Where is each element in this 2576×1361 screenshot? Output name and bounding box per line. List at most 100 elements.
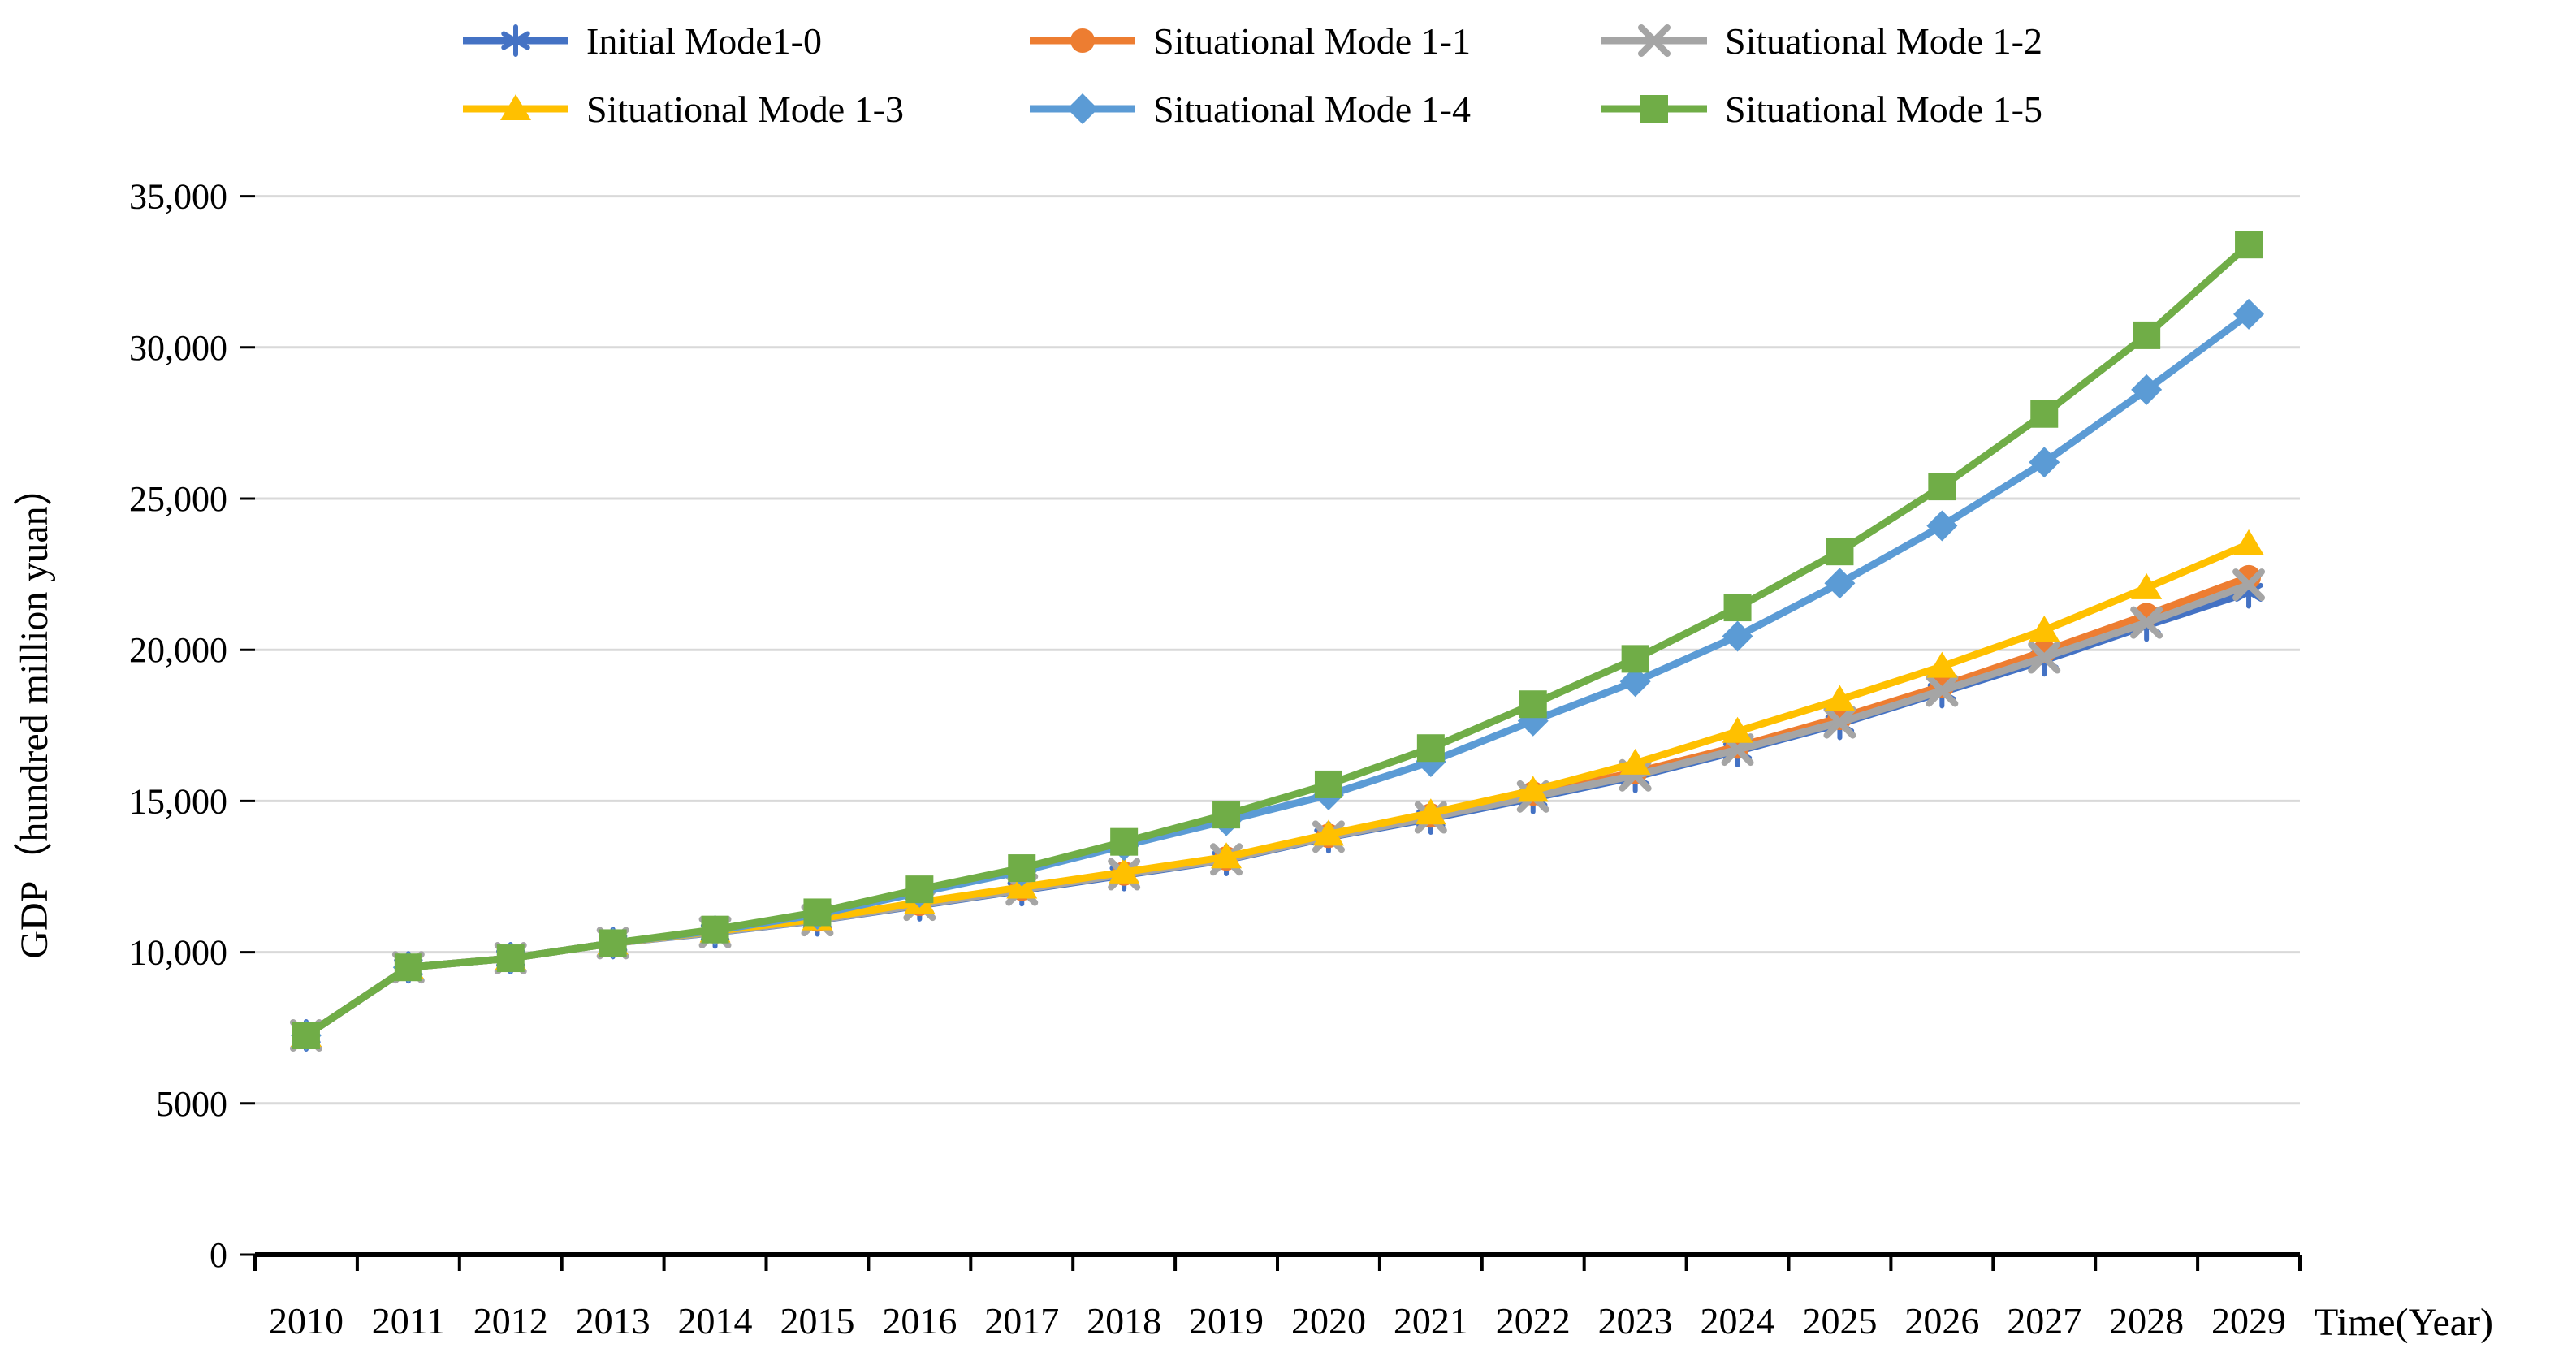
marker-triangle-2026 xyxy=(1926,651,1958,678)
marker-square-2022 xyxy=(1519,690,1547,719)
x-tick-label-2016: 2016 xyxy=(882,1300,957,1342)
marker-triangle-2024 xyxy=(1722,716,1753,743)
marker-triangle-2029 xyxy=(2233,529,2265,555)
series-layer xyxy=(289,231,2266,1052)
y-tick-label-15000: 15,000 xyxy=(129,781,227,821)
legend: Initial Mode1-0 Situational Mode 1-1 Situa… xyxy=(463,20,2042,130)
tick-labels: 0 5000 10,000 15,000 20,000 25,000 30,000 35,00… xyxy=(129,177,2286,1342)
series-situational-mode-1-3 xyxy=(290,529,2265,1048)
marker-square-2028 xyxy=(2133,321,2161,349)
series-line-situational-mode-1-5 xyxy=(302,240,2253,1039)
x-tick-label-2019: 2019 xyxy=(1189,1300,1264,1342)
x-tick-label-2023: 2023 xyxy=(1598,1300,1673,1342)
series-situational-mode-1-5 xyxy=(292,231,2263,1050)
legend-item-situational-mode-1-1: Situational Mode 1-1 xyxy=(1030,20,1471,62)
marker-triangle-2028 xyxy=(2131,572,2163,599)
marker-x-2029 xyxy=(2232,568,2266,602)
x-tick-label-2024: 2024 xyxy=(1701,1300,1775,1342)
marker-triangle-2027 xyxy=(2029,615,2060,642)
legend-label-situational-mode-1-3: Situational Mode 1-3 xyxy=(586,89,904,130)
x-axis-title: Time(Year) xyxy=(2315,1301,2493,1344)
legend-marker-diamond xyxy=(1067,93,1098,124)
marker-triangle-2021 xyxy=(1415,798,1446,825)
y-tick-label-30000: 30,000 xyxy=(129,328,227,368)
marker-square-2021 xyxy=(1416,734,1445,763)
marker-triangle-2025 xyxy=(1824,685,1856,711)
x-tick-label-2021: 2021 xyxy=(1394,1300,1468,1342)
marker-diamond-2027 xyxy=(2029,447,2060,478)
y-tick-label-20000: 20,000 xyxy=(129,630,227,670)
marker-diamond-2026 xyxy=(1926,510,1958,542)
x-tick-label-2027: 2027 xyxy=(2007,1300,2081,1342)
legend-marker-asterisk xyxy=(501,24,530,57)
x-tick-label-2013: 2013 xyxy=(576,1300,650,1342)
legend-item-situational-mode-1-4: Situational Mode 1-4 xyxy=(1030,89,1471,130)
marker-square-2015 xyxy=(803,898,832,927)
y-tick-label-10000: 10,000 xyxy=(129,933,227,973)
legend-item-situational-mode-1-5: Situational Mode 1-5 xyxy=(1601,89,2042,130)
y-axis-title: GDP（hundred million yuan） xyxy=(13,467,56,958)
marker-diamond-2028 xyxy=(2131,374,2163,405)
marker-triangle-2023 xyxy=(1619,748,1651,775)
legend-item-situational-mode-1-3: Situational Mode 1-3 xyxy=(463,89,904,130)
legend-label-situational-mode-1-5: Situational Mode 1-5 xyxy=(1725,89,2042,130)
x-tick-label-2029: 2029 xyxy=(2211,1300,2286,1342)
legend-marker-x xyxy=(1638,24,1671,57)
x-tick-label-2022: 2022 xyxy=(1496,1300,1571,1342)
legend-label-initial-mode1-0: Initial Mode1-0 xyxy=(586,20,822,62)
marker-triangle-2019 xyxy=(1211,842,1243,869)
marker-x-2027 xyxy=(2028,641,2061,674)
marker-square-2014 xyxy=(701,915,729,944)
y-tick-label-0: 0 xyxy=(210,1235,227,1275)
x-tick-label-2015: 2015 xyxy=(780,1300,854,1342)
legend-marker-triangle xyxy=(500,94,531,120)
x-tick-label-2028: 2028 xyxy=(2109,1300,2184,1342)
series-line-situational-mode-1-3 xyxy=(302,540,2253,1039)
y-tick-label-25000: 25,000 xyxy=(129,479,227,519)
marker-square-2023 xyxy=(1621,645,1649,673)
marker-x-2026 xyxy=(1926,674,1959,707)
axes xyxy=(240,195,2302,1271)
x-tick-label-2012: 2012 xyxy=(473,1300,548,1342)
marker-triangle-2022 xyxy=(1517,776,1549,802)
marker-square-2019 xyxy=(1212,801,1241,829)
marker-x-2028 xyxy=(2130,606,2163,639)
x-tick-label-2014: 2014 xyxy=(678,1300,753,1342)
marker-square-2024 xyxy=(1723,594,1752,622)
marker-diamond-2029 xyxy=(2233,298,2265,330)
marker-square-2025 xyxy=(1826,538,1854,566)
x-tick-label-2010: 2010 xyxy=(269,1300,344,1342)
marker-square-2010 xyxy=(292,1022,320,1050)
x-tick-label-2017: 2017 xyxy=(984,1300,1059,1342)
y-tick-label-5000: 5000 xyxy=(156,1084,227,1124)
x-tick-label-2026: 2026 xyxy=(1904,1300,1979,1342)
y-tick-label-35000: 35,000 xyxy=(129,177,227,217)
marker-diamond-2025 xyxy=(1824,568,1856,599)
legend-item-initial-mode1-0: Initial Mode1-0 xyxy=(463,20,822,62)
legend-marker-circle xyxy=(1070,28,1095,53)
marker-square-2029 xyxy=(2235,231,2263,259)
marker-square-2020 xyxy=(1314,770,1342,798)
x-tick-label-2025: 2025 xyxy=(1802,1300,1877,1342)
marker-square-2013 xyxy=(599,929,627,957)
marker-square-2016 xyxy=(905,875,934,904)
marker-square-2011 xyxy=(394,953,422,982)
marker-square-2027 xyxy=(2030,400,2059,428)
legend-marker-square xyxy=(1640,95,1668,123)
marker-x-2025 xyxy=(1823,706,1856,739)
marker-triangle-2018 xyxy=(1109,857,1140,884)
marker-square-2026 xyxy=(1928,473,1956,501)
series-line-situational-mode-1-4 xyxy=(302,310,2253,1039)
x-tick-label-2020: 2020 xyxy=(1291,1300,1366,1342)
legend-label-situational-mode-1-1: Situational Mode 1-1 xyxy=(1153,20,1471,62)
marker-square-2017 xyxy=(1008,854,1036,883)
legend-label-situational-mode-1-2: Situational Mode 1-2 xyxy=(1725,20,2042,62)
marker-square-2012 xyxy=(496,944,525,973)
marker-square-2018 xyxy=(1110,827,1139,856)
x-tick-label-2018: 2018 xyxy=(1087,1300,1161,1342)
x-tick-label-2011: 2011 xyxy=(372,1300,445,1342)
marker-diamond-2023 xyxy=(1619,666,1651,698)
marker-diamond-2024 xyxy=(1722,620,1753,652)
